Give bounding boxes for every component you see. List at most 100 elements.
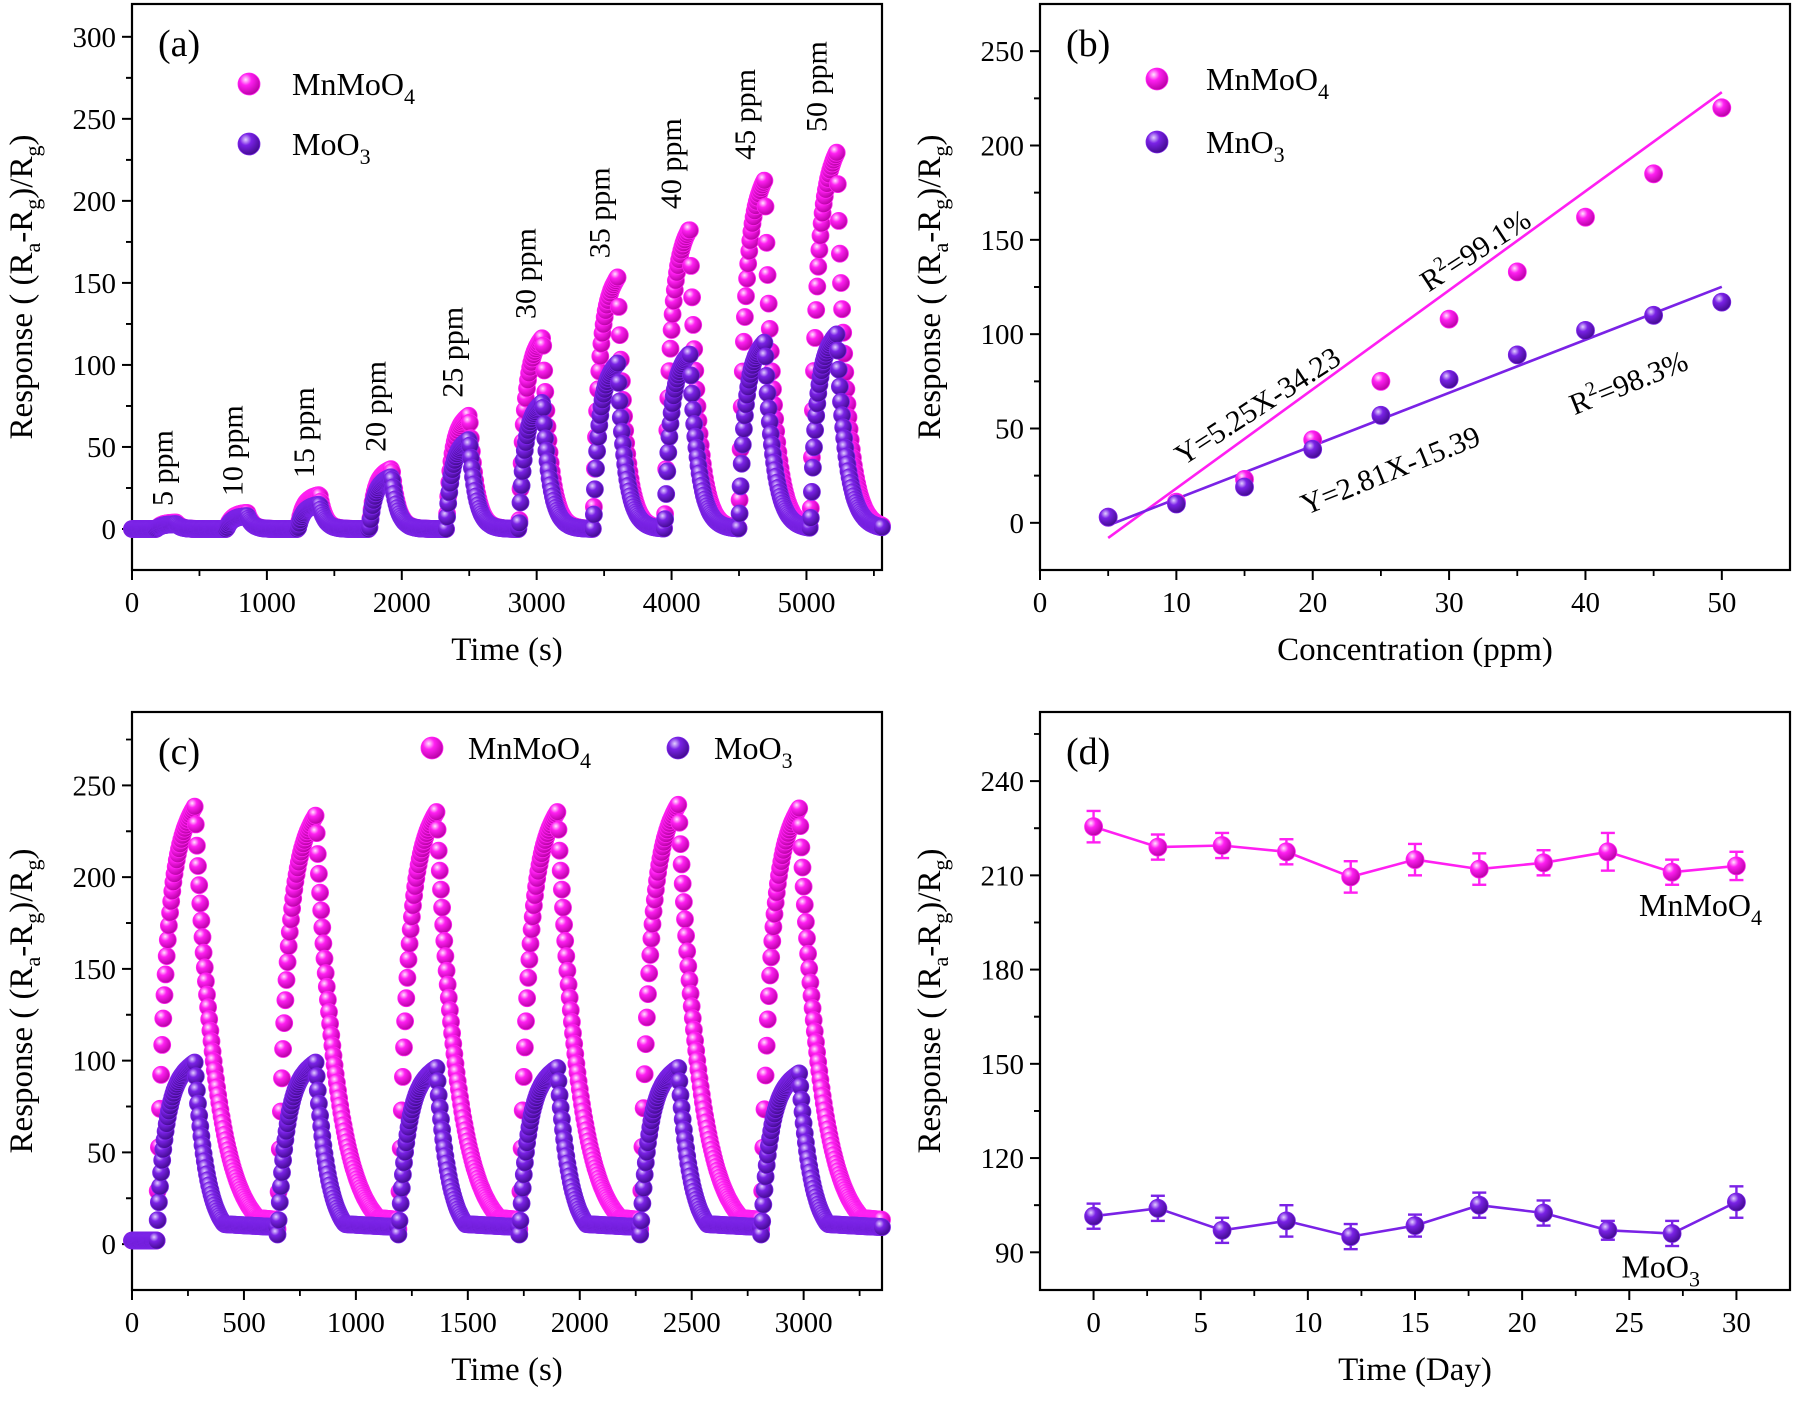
data-point: [729, 519, 748, 538]
data-point: [790, 799, 809, 818]
y-tick-label: 50: [87, 432, 116, 464]
x-tick-label: 30: [1435, 587, 1464, 619]
y-title-part: )/R: [4, 157, 40, 199]
panel-label: (c): [158, 731, 200, 773]
data-point: [432, 880, 450, 899]
data-point: [1371, 371, 1391, 391]
data-point: [1098, 507, 1118, 527]
data-point: [510, 514, 529, 532]
data-point: [555, 915, 573, 934]
data-point: [1371, 405, 1391, 425]
data-point: [793, 858, 812, 877]
x-tick-label: 4000: [643, 587, 701, 619]
data-point: [683, 288, 701, 307]
x-tick-label: 0: [125, 1307, 140, 1339]
y-tick-label: 200: [73, 186, 117, 218]
legend-name: MnMoO: [292, 66, 404, 102]
data-point: [678, 942, 697, 961]
y-tick-label: 200: [981, 131, 1025, 163]
data-point: [313, 918, 332, 937]
y-tick-label: 300: [73, 22, 117, 54]
legend-marker: [420, 736, 444, 760]
legend-name: MnMoO: [1206, 61, 1318, 97]
concentration-label: 40 ppm: [655, 118, 688, 209]
legend-sub: 3: [1274, 142, 1285, 167]
data-point: [873, 1218, 891, 1236]
data-point: [754, 1195, 773, 1214]
concentration-label: 10 ppm: [217, 405, 250, 496]
y-tick-label: 210: [981, 860, 1025, 892]
concentration-label: 5 ppm: [146, 430, 179, 506]
fit-line-MnMoO4: [1107, 91, 1723, 539]
x-tick-label: 5000: [777, 587, 835, 619]
x-tick-label: 2000: [551, 1307, 609, 1339]
y-tick-label: 50: [995, 414, 1024, 446]
data-point: [397, 989, 416, 1008]
data-point: [511, 493, 530, 512]
data-point: [760, 987, 778, 1005]
data-point: [535, 361, 554, 380]
data-point: [672, 855, 691, 874]
x-tick-label: 20: [1508, 1307, 1537, 1339]
data-point: [809, 257, 828, 276]
data-point: [274, 1040, 293, 1058]
data-point: [1534, 853, 1553, 873]
data-point: [1439, 369, 1459, 389]
panel-b: 0 10 20 30 40 50 0 50 100 150 200 250 Concentration …: [912, 2, 1792, 668]
y-tick-label: 150: [981, 1049, 1025, 1081]
data-point: [1084, 1206, 1103, 1226]
data-point: [270, 1193, 289, 1212]
data-point: [191, 894, 210, 913]
data-point: [391, 1194, 410, 1213]
y-title-part: )/R: [912, 157, 948, 199]
data-point: [636, 1035, 655, 1053]
data-point: [641, 946, 660, 964]
data-point: [1405, 850, 1425, 869]
legend-name: MoO: [714, 730, 782, 766]
legend-marker: [237, 132, 261, 156]
data-point: [1341, 867, 1361, 887]
data-point: [1469, 859, 1489, 879]
data-point: [761, 966, 779, 985]
data-point: [278, 953, 297, 971]
data-point: [556, 932, 575, 950]
data-point: [1277, 1211, 1296, 1231]
data-point: [756, 197, 775, 216]
data-point: [1727, 1192, 1746, 1212]
y-tick-label: 100: [73, 1046, 117, 1078]
data-point: [670, 813, 689, 832]
y-tick-label: 250: [73, 770, 117, 802]
data-point: [1662, 862, 1682, 882]
data-point: [399, 950, 418, 969]
data-point: [756, 1066, 775, 1085]
data-point: [549, 820, 568, 839]
y-title-sub: g: [20, 199, 45, 210]
data-point: [511, 1211, 530, 1230]
data-point: [514, 1068, 533, 1086]
data-point: [632, 1211, 651, 1230]
data-point: [638, 1008, 656, 1027]
data-point: [831, 377, 849, 396]
y-title-sub: a: [928, 242, 953, 252]
x-tick-label: 500: [222, 1307, 266, 1339]
data-point: [1576, 320, 1595, 340]
y-title-part: ): [912, 135, 948, 146]
data-point: [758, 1010, 777, 1029]
legend-marker: [1145, 130, 1169, 154]
data-point: [797, 913, 815, 931]
y-axis-title: Response ( (Ra-Rg)/Rg): [4, 849, 45, 1154]
data-point: [153, 1036, 172, 1054]
series-MoO3: [123, 325, 891, 538]
data-point: [682, 256, 700, 275]
y-title-sub: g: [928, 860, 953, 871]
data-point: [154, 1009, 173, 1028]
legend-sub: 3: [360, 144, 371, 169]
y-tick-label: 200: [73, 862, 117, 894]
x-tick-label: 10: [1162, 587, 1191, 619]
plot-frame: [130, 2, 884, 572]
panel-c: 0 500 1000 1500 2000 2500 3000 0 50 100 150 200 250 T…: [4, 710, 891, 1388]
data-point: [827, 325, 846, 344]
y-title-sub: g: [20, 146, 45, 157]
data-point: [1644, 305, 1663, 325]
y-axis-title: Response ( (Ra-Rg)/Rg): [4, 135, 45, 440]
